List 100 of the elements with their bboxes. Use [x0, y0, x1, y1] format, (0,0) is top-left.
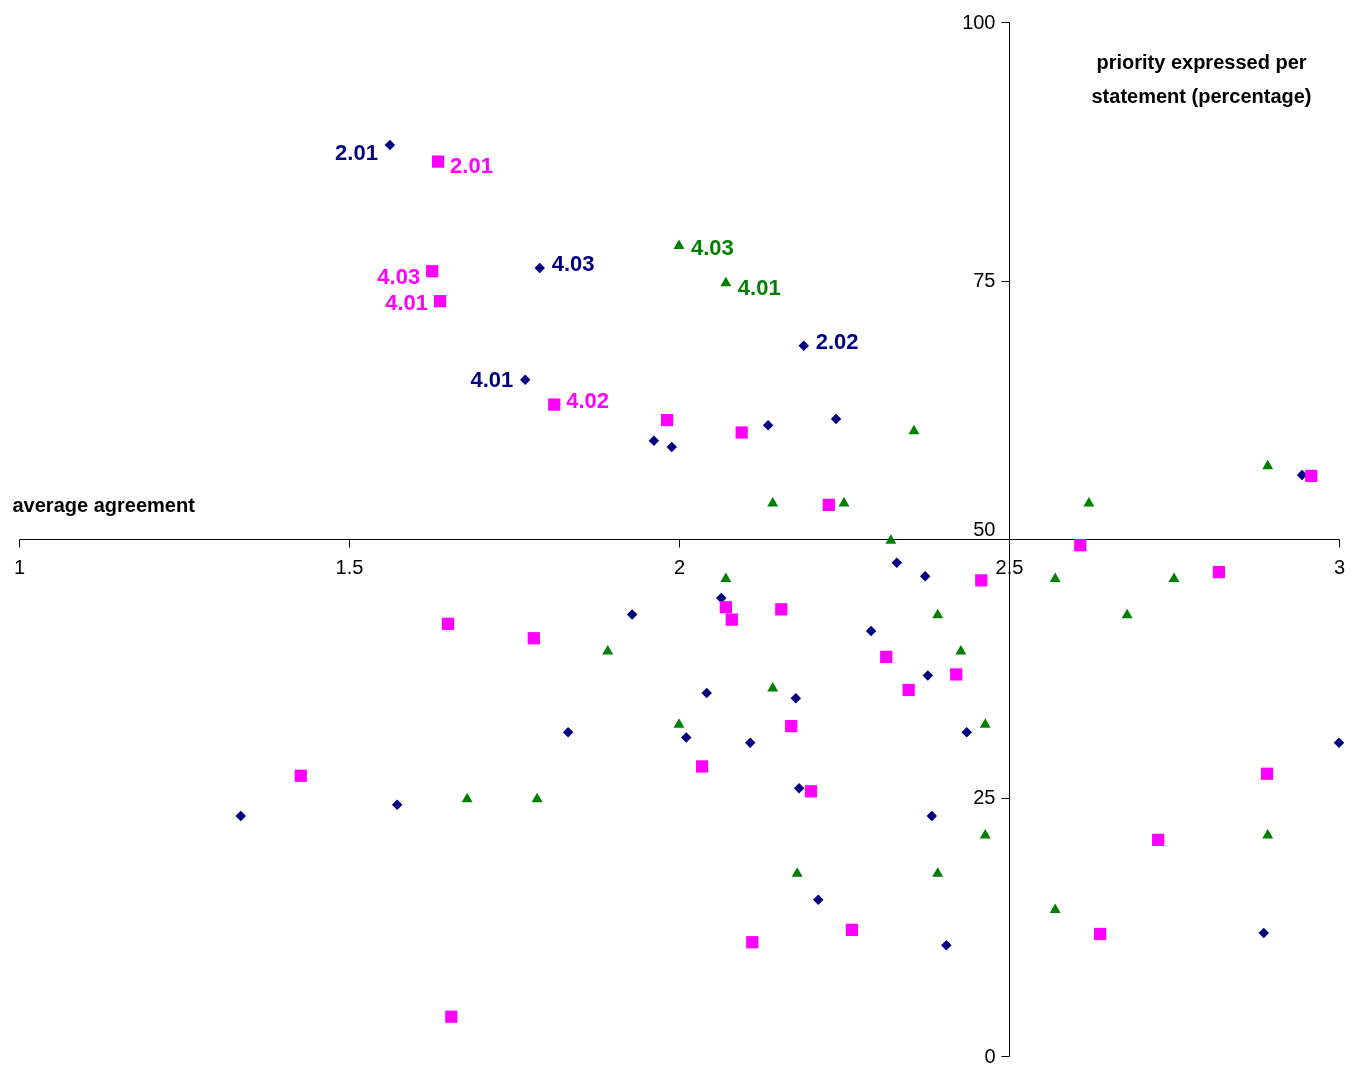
- point: [1260, 767, 1274, 780]
- point: [648, 435, 660, 447]
- point: [979, 718, 991, 728]
- point: [527, 632, 540, 645]
- point: [534, 262, 545, 274]
- point: [562, 727, 574, 738]
- point: [922, 670, 934, 681]
- point: [830, 413, 842, 425]
- point: [1262, 828, 1274, 839]
- point: [961, 727, 972, 738]
- point: [461, 792, 473, 803]
- point: [865, 625, 877, 637]
- point: [445, 1010, 458, 1023]
- point: [1258, 927, 1269, 939]
- annotation: 2.01: [335, 140, 378, 166]
- point: [932, 867, 944, 877]
- point: [431, 155, 445, 168]
- point: [745, 737, 756, 748]
- point: [791, 867, 803, 877]
- point: [767, 497, 779, 507]
- point: [673, 239, 685, 250]
- point: [666, 441, 677, 453]
- point: [955, 644, 967, 655]
- point: [673, 718, 685, 728]
- point: [1333, 737, 1345, 748]
- point: [1152, 833, 1165, 847]
- x-tick-label: 1.5: [335, 555, 364, 578]
- point: [822, 498, 835, 511]
- x-axis-title: average agreement: [12, 493, 196, 516]
- point: [391, 799, 403, 810]
- x-tick-label: 2: [673, 555, 686, 578]
- point: [1049, 572, 1061, 582]
- point: [720, 572, 732, 582]
- point: [891, 557, 903, 569]
- point: [975, 574, 988, 587]
- point: [426, 265, 439, 278]
- point: [531, 792, 543, 803]
- annotation: 4.01: [470, 366, 514, 392]
- point: [902, 683, 915, 697]
- point: [701, 687, 712, 699]
- y-tick-label: 100: [962, 10, 996, 33]
- point: [941, 940, 952, 951]
- annotation: 4.01: [737, 274, 781, 300]
- point: [1168, 572, 1180, 582]
- point: [932, 608, 944, 619]
- point: [762, 420, 774, 431]
- point: [735, 426, 748, 439]
- point: [880, 650, 893, 663]
- point: [1262, 459, 1274, 470]
- point: [384, 139, 396, 151]
- point: [845, 923, 859, 936]
- annotation: 4.01: [385, 290, 429, 316]
- point: [950, 668, 963, 681]
- point: [767, 682, 779, 692]
- annotation: 4.03: [377, 264, 421, 290]
- point: [885, 534, 897, 544]
- point: [519, 374, 531, 386]
- point: [433, 295, 447, 308]
- x-tick-label: 3: [1333, 555, 1346, 578]
- y-tick-label: 50: [973, 517, 996, 540]
- point: [235, 810, 246, 822]
- point: [813, 894, 824, 906]
- point: [725, 613, 738, 626]
- y-tick-label: 75: [973, 269, 996, 291]
- y-tick-label: 25: [973, 786, 996, 808]
- point: [695, 760, 709, 773]
- point: [746, 936, 759, 949]
- point: [1212, 565, 1225, 579]
- point: [793, 782, 805, 794]
- point: [294, 769, 307, 782]
- annotation: 2.02: [815, 328, 859, 354]
- point: [441, 617, 455, 630]
- point: [1121, 608, 1133, 619]
- point: [804, 785, 818, 798]
- point: [1074, 539, 1087, 552]
- point: [908, 424, 920, 435]
- point: [926, 810, 938, 822]
- point: [1049, 903, 1061, 913]
- point: [1083, 497, 1095, 507]
- point: [775, 603, 788, 616]
- point: [1305, 469, 1318, 483]
- point: [798, 340, 809, 351]
- point: [1093, 927, 1107, 941]
- annotation: 4.03: [691, 235, 734, 261]
- point: [681, 732, 692, 743]
- point: [548, 398, 561, 411]
- point: [719, 601, 732, 614]
- point: [838, 497, 850, 507]
- point: [979, 828, 991, 839]
- point: [626, 609, 638, 620]
- y-axis-title: priority expressed per statement (percentage): [1091, 50, 1312, 107]
- y-tick-label: 0: [984, 1044, 996, 1067]
- annotation: 2.01: [450, 152, 493, 178]
- annotation: 4.02: [566, 387, 610, 413]
- point: [785, 720, 798, 733]
- point: [919, 570, 931, 582]
- point: [602, 644, 614, 655]
- point: [720, 276, 732, 287]
- point: [790, 692, 802, 704]
- x-tick-label: 1: [13, 555, 26, 578]
